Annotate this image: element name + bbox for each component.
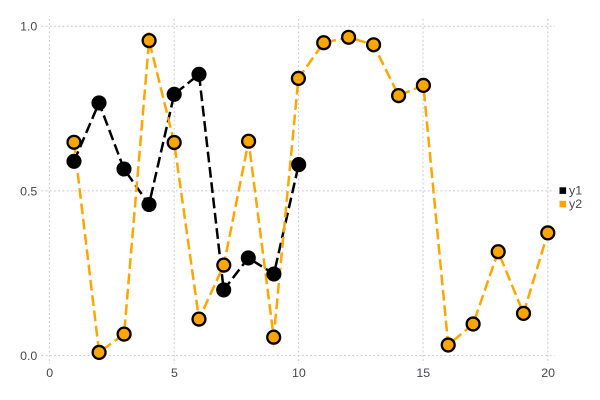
svg-text:1.0: 1.0 — [20, 20, 37, 34]
svg-text:20: 20 — [541, 366, 555, 380]
svg-text:0: 0 — [46, 366, 53, 380]
svg-text:0.0: 0.0 — [20, 349, 37, 363]
svg-text:10: 10 — [292, 366, 306, 380]
svg-text:y1: y1 — [569, 183, 582, 197]
svg-text:0.5: 0.5 — [20, 185, 37, 199]
svg-text:15: 15 — [416, 366, 430, 380]
svg-text:5: 5 — [171, 366, 178, 380]
svg-text:y2: y2 — [569, 197, 582, 211]
